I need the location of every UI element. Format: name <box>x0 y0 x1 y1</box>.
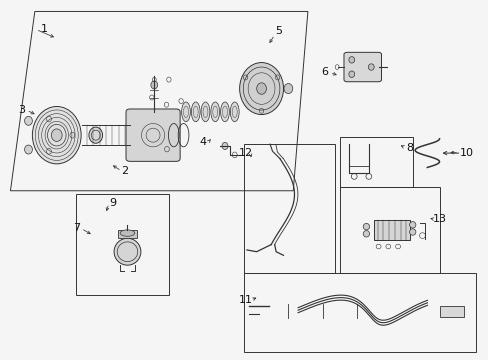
Ellipse shape <box>409 222 415 228</box>
Bar <box>339 187 439 273</box>
Bar <box>439 306 463 317</box>
FancyBboxPatch shape <box>343 52 381 82</box>
Ellipse shape <box>201 102 209 122</box>
Text: 11: 11 <box>239 295 252 305</box>
Ellipse shape <box>363 230 369 237</box>
Ellipse shape <box>191 102 200 122</box>
Text: 10: 10 <box>458 148 472 158</box>
Ellipse shape <box>32 107 81 164</box>
Text: 9: 9 <box>109 198 116 208</box>
Text: 4: 4 <box>199 138 206 147</box>
Bar <box>339 137 412 187</box>
Bar <box>76 194 168 295</box>
Text: 6: 6 <box>321 67 328 77</box>
Ellipse shape <box>89 127 102 143</box>
Ellipse shape <box>256 83 266 94</box>
Text: 12: 12 <box>238 148 252 158</box>
Ellipse shape <box>348 57 354 63</box>
Ellipse shape <box>210 102 219 122</box>
Text: 2: 2 <box>121 166 128 176</box>
Text: 5: 5 <box>275 26 282 36</box>
Ellipse shape <box>51 129 62 141</box>
Ellipse shape <box>24 116 32 125</box>
Bar <box>373 220 409 240</box>
Ellipse shape <box>367 64 373 70</box>
Ellipse shape <box>239 63 283 114</box>
Ellipse shape <box>120 230 135 236</box>
Ellipse shape <box>114 238 141 265</box>
Ellipse shape <box>151 81 158 89</box>
Ellipse shape <box>222 142 227 149</box>
FancyBboxPatch shape <box>126 109 180 161</box>
Ellipse shape <box>24 145 32 154</box>
Bar <box>244 144 334 273</box>
Ellipse shape <box>230 102 239 122</box>
Text: 8: 8 <box>406 143 413 153</box>
Text: 13: 13 <box>432 215 446 224</box>
Bar <box>118 230 137 238</box>
Ellipse shape <box>348 71 354 77</box>
Text: 3: 3 <box>18 105 25 115</box>
Ellipse shape <box>220 102 229 122</box>
Ellipse shape <box>181 102 190 122</box>
Text: 7: 7 <box>73 224 80 233</box>
Bar <box>244 273 475 352</box>
Ellipse shape <box>284 84 292 94</box>
Ellipse shape <box>363 224 369 230</box>
Text: 1: 1 <box>41 24 48 35</box>
Ellipse shape <box>409 229 415 235</box>
